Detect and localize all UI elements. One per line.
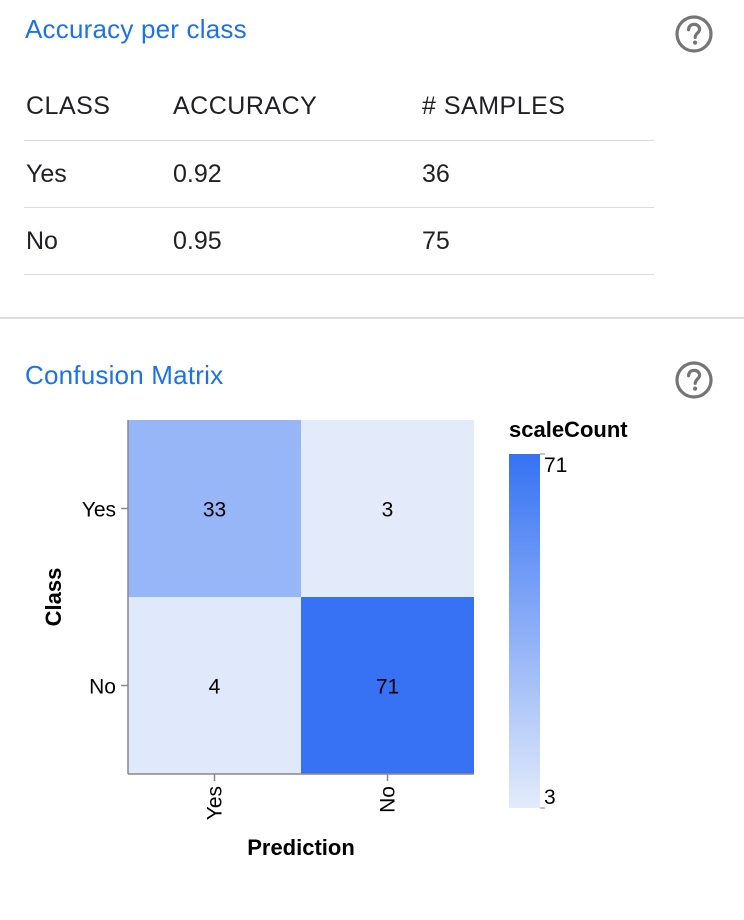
table-header-row: CLASS ACCURACY # SAMPLES [24, 72, 654, 141]
legend-max-label: 71 [544, 454, 567, 477]
accuracy-section-title: Accuracy per class [25, 14, 247, 44]
help-icon[interactable] [674, 360, 714, 400]
accuracy-cell: 0.92 [171, 140, 420, 208]
x-axis-tick-label: No [377, 786, 400, 813]
column-header-accuracy: ACCURACY [171, 72, 420, 141]
y-axis-tick-label: No [89, 676, 116, 699]
accuracy-cell: 0.95 [171, 207, 420, 275]
x-axis-tick-label: Yes [204, 786, 227, 820]
legend-title: scaleCount [509, 417, 628, 442]
table-row: No 0.95 75 [24, 207, 654, 275]
cell-value-label: 33 [203, 499, 226, 522]
legend-min-label: 3 [544, 786, 556, 809]
y-axis-title: Class [41, 568, 66, 627]
cell-value-label: 4 [209, 676, 221, 699]
legend-color-bar [509, 454, 540, 808]
y-axis-tick-label: Yes [82, 499, 116, 522]
heatmap-cell [128, 420, 301, 597]
samples-cell: 36 [420, 140, 654, 208]
samples-cell: 75 [420, 207, 654, 275]
help-icon[interactable] [674, 14, 714, 54]
column-header-class: CLASS [24, 72, 171, 141]
table-row: Yes 0.92 36 [24, 140, 654, 208]
class-cell: No [24, 207, 171, 275]
x-axis-title: Prediction [247, 835, 355, 860]
class-cell: Yes [24, 140, 171, 208]
cell-value-label: 71 [376, 676, 399, 699]
accuracy-table: CLASS ACCURACY # SAMPLES Yes 0.92 36 No … [24, 72, 654, 275]
cell-value-label: 3 [382, 499, 394, 522]
heatmap-cell [301, 597, 474, 774]
heatmap-cell [301, 420, 474, 597]
heatmap-cell [128, 597, 301, 774]
section-divider [0, 317, 744, 319]
confusion-section-title: Confusion Matrix [25, 360, 224, 390]
column-header-samples: # SAMPLES [420, 72, 654, 141]
